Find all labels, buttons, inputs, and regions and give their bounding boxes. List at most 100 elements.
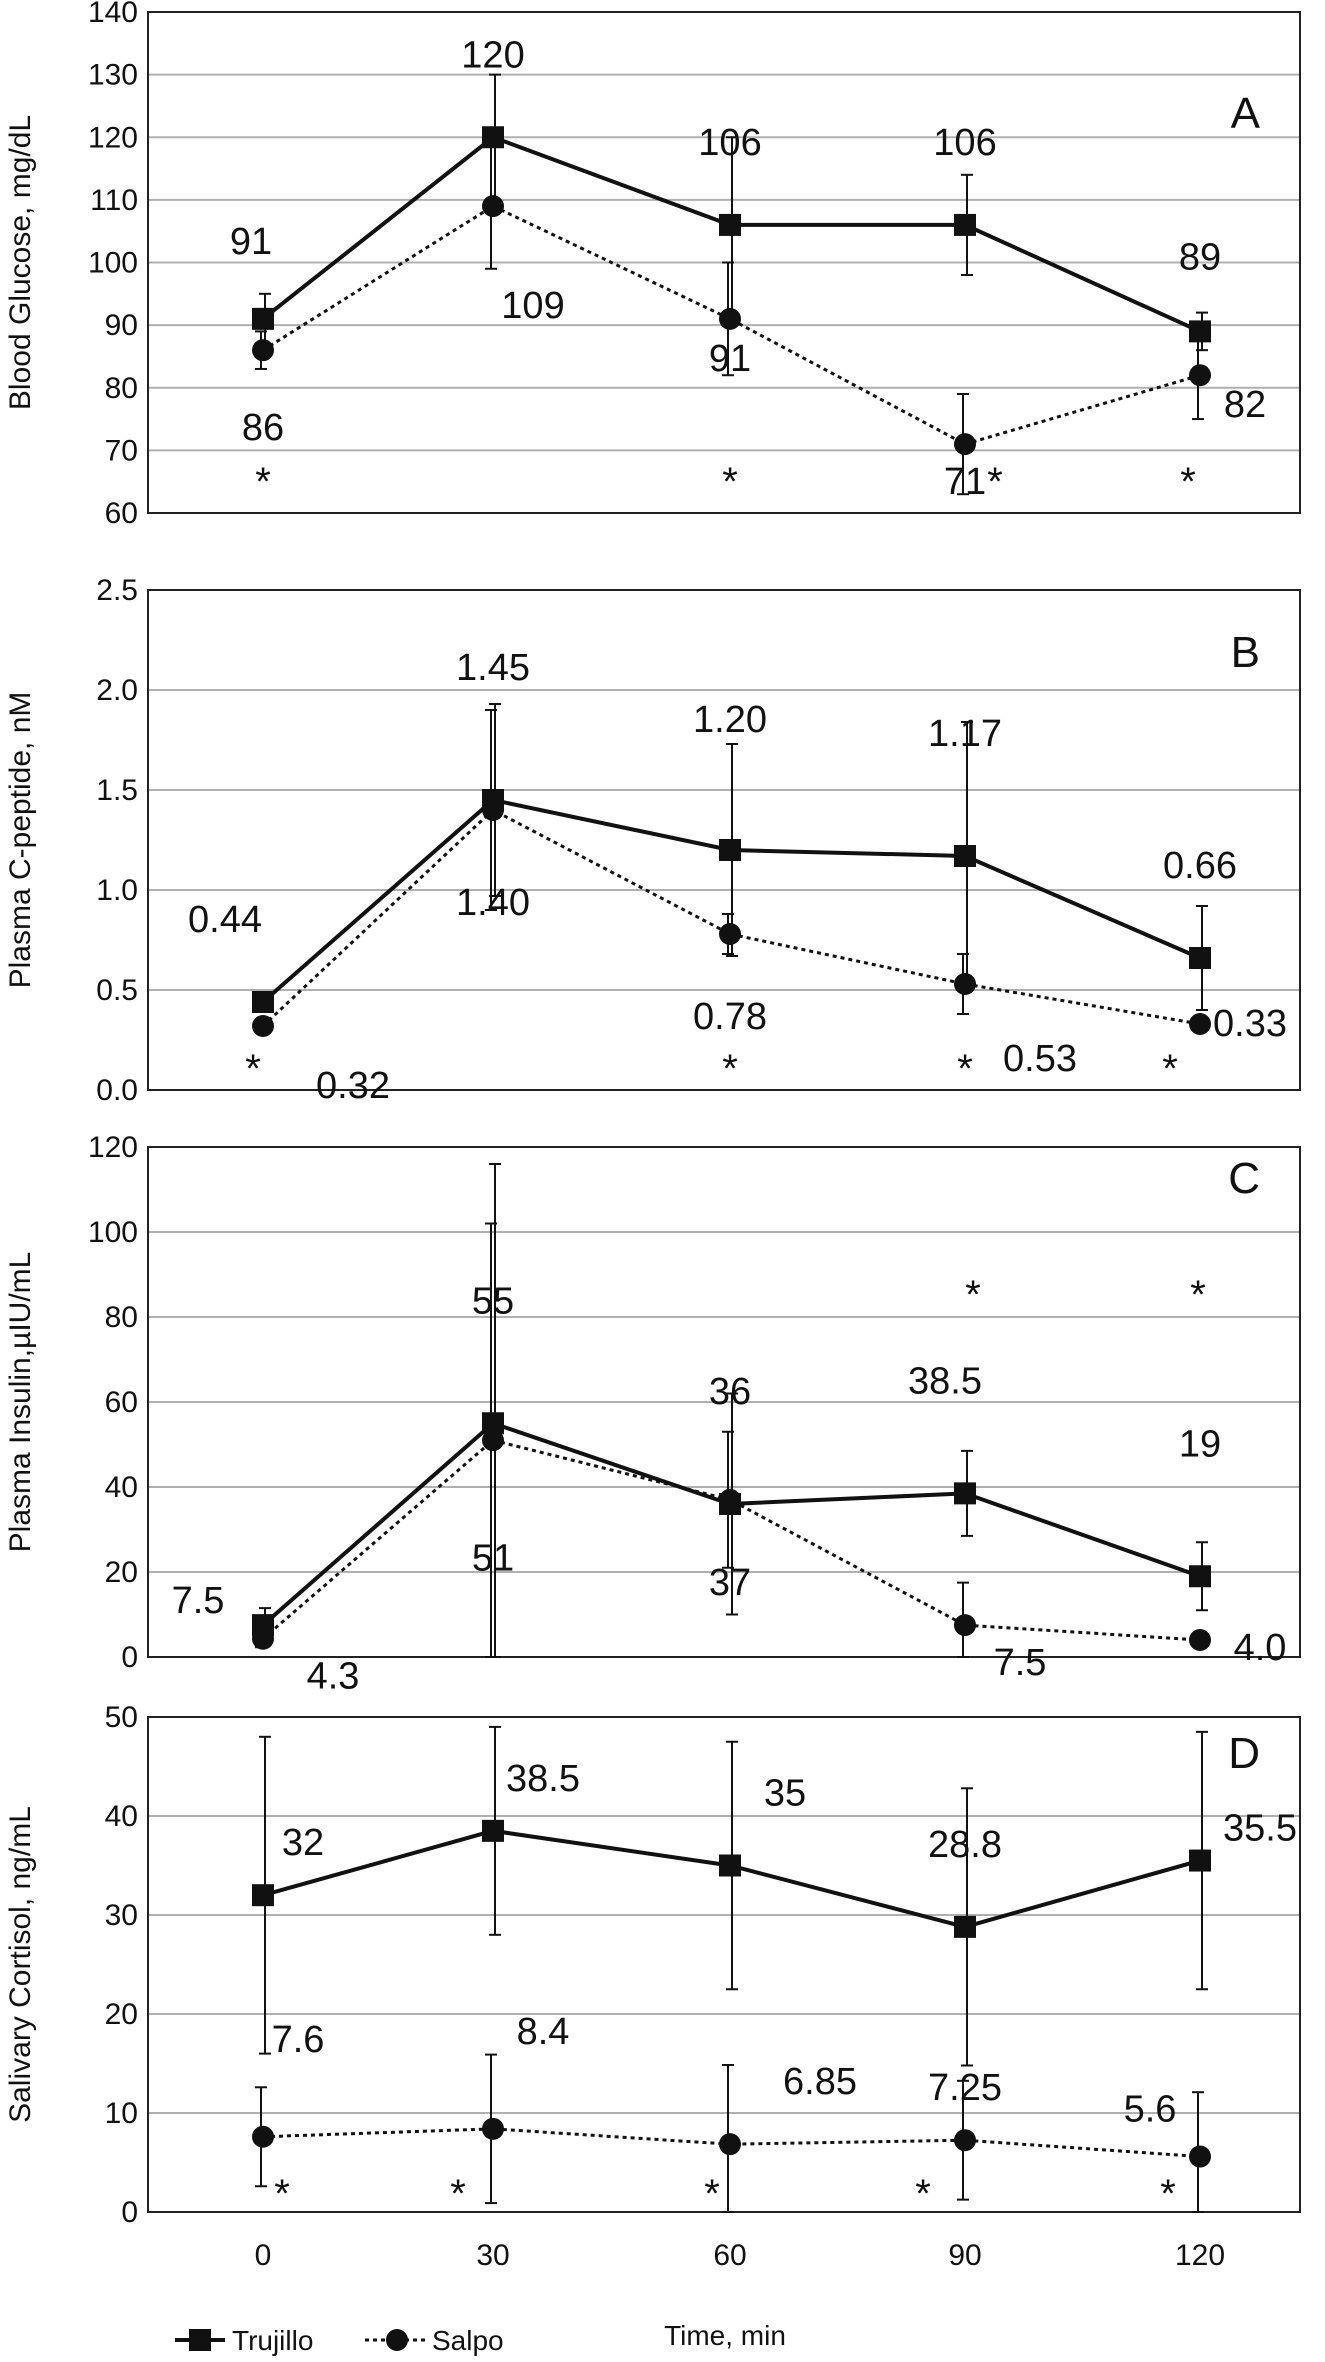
y-tick-label: 0: [121, 2196, 138, 2229]
data-label-salpo: 8.4: [517, 2011, 570, 2053]
data-label-salpo: 71: [944, 461, 986, 503]
data-label-salpo: 0.78: [693, 996, 767, 1038]
data-point-circle: [1189, 1013, 1211, 1035]
significance-star: *: [1160, 2172, 1176, 2216]
y-tick-label: 10: [105, 2097, 138, 2130]
panel-a: 60 70 80 90 100 110 120 130 140 Blood Glucose, mg…: [4, 0, 1301, 530]
legend-trujillo-marker: [189, 2329, 211, 2351]
series-trujillo: [252, 703, 1211, 1013]
y-tick-label: 2.5: [96, 574, 138, 607]
y-tick-label: 1.0: [96, 874, 138, 907]
data-label-salpo: 7.6: [272, 2019, 325, 2061]
data-label-salpo: 1.40: [456, 882, 530, 924]
data-label-salpo: 0.53: [1003, 1038, 1077, 1080]
y-axis-label: Plasma C-peptide, nM: [4, 692, 37, 989]
data-point-circle: [482, 2117, 504, 2140]
data-point-circle: [719, 923, 741, 945]
data-point-square: [252, 991, 274, 1013]
legend-trujillo-label: Trujillo: [232, 2325, 313, 2356]
data-label-trujillo: 38.5: [908, 1360, 982, 1402]
figure-footer: 0 30 60 90 120 Time, min Trujillo Salpo: [175, 2239, 1225, 2356]
data-label-salpo: 37: [709, 1562, 751, 1604]
y-tick-label: 20: [105, 1556, 138, 1589]
significance-star: *: [274, 2172, 290, 2216]
y-tick-label: 100: [88, 1216, 138, 1249]
data-label-salpo: 7.25: [928, 2067, 1002, 2109]
data-point-circle: [954, 2129, 976, 2152]
significance-star: *: [987, 460, 1003, 504]
y-tick-label: 70: [105, 434, 138, 467]
series-salpo: [252, 142, 1211, 496]
data-point-circle: [954, 1614, 976, 1637]
data-point-square: [482, 126, 504, 149]
data-point-circle: [252, 1627, 274, 1650]
legend-salpo-label: Salpo: [432, 2325, 504, 2356]
panel-b: 0.0 0.5 1.0 1.5 2.0 2.5 Plasma C-peptide, nM B 0…: [4, 574, 1301, 1107]
data-label-trujillo: 91: [230, 221, 272, 263]
y-tick-label: 0.0: [96, 1074, 138, 1107]
data-point-square: [252, 307, 274, 330]
data-label-salpo: 7.5: [994, 1642, 1047, 1684]
y-tick-label: 0.5: [96, 974, 138, 1007]
panel-letter: B: [1231, 628, 1260, 677]
data-label-trujillo: 36: [709, 1371, 751, 1413]
data-point-square: [954, 1482, 976, 1505]
data-point-circle: [954, 973, 976, 995]
data-point-square: [954, 1915, 976, 1938]
data-label-trujillo: 106: [933, 122, 996, 164]
series-line: [262, 204, 1201, 446]
y-tick-label: 40: [105, 1471, 138, 1504]
data-label-salpo: 6.85: [783, 2061, 857, 2103]
data-label-trujillo: 28.8: [928, 1824, 1002, 1866]
y-tick-label: 90: [105, 309, 138, 342]
significance-star: *: [255, 460, 271, 504]
significance-star: *: [1162, 1047, 1178, 1091]
plot-frame: [147, 11, 1301, 514]
series-salpo: [252, 709, 1211, 1037]
y-tick-label: 40: [105, 1800, 138, 1833]
data-label-salpo: 51: [472, 1537, 514, 1579]
panel-c: 0 20 40 60 80 100 120 Plasma Insulin,µIU/mL C 7.5…: [4, 1131, 1301, 1698]
data-point-square: [482, 1819, 504, 1842]
significance-star: *: [704, 2172, 720, 2216]
plot-frame: [147, 589, 1301, 1091]
significance-star: *: [722, 1047, 738, 1091]
data-point-circle: [482, 195, 504, 218]
y-tick-label: 50: [105, 1701, 138, 1734]
series-trujillo: [252, 1725, 1211, 2067]
legend: Trujillo Salpo: [175, 2325, 504, 2356]
data-point-square: [1189, 1849, 1211, 1872]
significance-star: *: [915, 2172, 931, 2216]
series-line: [261, 808, 1201, 1028]
data-label-trujillo: 0.44: [188, 899, 262, 941]
panel-letter: D: [1228, 1729, 1260, 1778]
data-label-trujillo: 55: [472, 1280, 514, 1322]
data-label-trujillo: 89: [1179, 236, 1221, 278]
data-point-square: [482, 1412, 504, 1435]
significance-star: *: [965, 1273, 981, 1317]
y-axis-label: Plasma Insulin,µIU/mL: [4, 1252, 37, 1553]
data-point-circle: [252, 339, 274, 362]
data-point-square: [954, 845, 976, 867]
significance-star: *: [957, 1047, 973, 1091]
y-axis-label: Blood Glucose, mg/dL: [4, 115, 37, 410]
x-tick-label: 30: [476, 2239, 509, 2272]
data-label-trujillo: 0.66: [1163, 845, 1237, 887]
data-label-trujillo: 1.17: [928, 713, 1002, 755]
data-point-square: [252, 1884, 274, 1907]
significance-star: *: [245, 1047, 261, 1091]
data-point-circle: [719, 307, 741, 330]
y-tick-label: 110: [90, 184, 138, 217]
data-point-square: [719, 839, 741, 861]
data-point-square: [954, 213, 976, 236]
y-tick-label: 0: [121, 1641, 138, 1674]
significance-star: *: [1190, 1273, 1206, 1317]
data-point-circle: [252, 2125, 274, 2148]
data-label-salpo: 5.6: [1124, 2089, 1177, 2131]
series-line: [262, 1438, 1201, 1642]
data-point-circle: [252, 1015, 274, 1037]
data-point-circle: [1189, 2145, 1211, 2168]
data-label-trujillo: 106: [698, 122, 761, 164]
x-tick-label: 0: [255, 2239, 272, 2272]
